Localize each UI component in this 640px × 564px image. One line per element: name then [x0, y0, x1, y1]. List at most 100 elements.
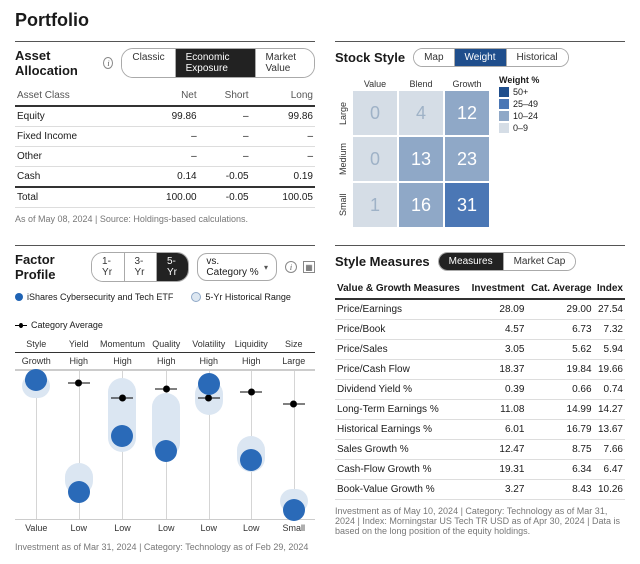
style-measures-tabs: MeasuresMarket Cap: [438, 252, 577, 271]
tab-1-yr[interactable]: 1-Yr: [92, 253, 124, 281]
factor-bottom-label: Low: [57, 520, 100, 536]
style-cell: 23: [445, 137, 489, 181]
table-row: Historical Earnings %6.0116.7913.67: [335, 420, 625, 440]
style-box-grid: ValueBlendGrowthLarge0412Medium01323Smal…: [335, 75, 489, 227]
info-icon[interactable]: i: [103, 57, 113, 69]
table-row: Cash-Flow Growth %19.316.346.47: [335, 460, 625, 480]
table-row: Equity99.86–99.86: [15, 106, 315, 127]
table-row: Sales Growth %12.478.757.66: [335, 440, 625, 460]
grid-view-icon[interactable]: ▦: [303, 261, 315, 273]
style-row-header: Small: [335, 183, 351, 227]
table-row: Dividend Yield %0.390.660.74: [335, 380, 625, 400]
factor-top-label: Large: [273, 353, 315, 370]
legend-fund-icon: [15, 293, 23, 301]
factor-name: Liquidity: [230, 336, 273, 353]
tab-classic[interactable]: Classic: [122, 49, 175, 77]
legend-range-label: 5-Yr Historical Range: [205, 292, 291, 302]
factor-bottom-label: Low: [100, 520, 145, 536]
factor-name: Quality: [145, 336, 188, 353]
table-row: Fixed Income–––: [15, 127, 315, 147]
factor-top-label: Growth: [15, 353, 57, 370]
style-cell: 0: [353, 91, 397, 135]
tab-weight[interactable]: Weight: [455, 49, 507, 66]
legend-cat-label: Category Average: [31, 320, 103, 330]
stock-style-header: Stock Style MapWeightHistorical: [335, 41, 625, 67]
factor-name: Style: [15, 336, 57, 353]
tab-market-cap[interactable]: Market Cap: [504, 253, 576, 270]
tab-measures[interactable]: Measures: [439, 253, 504, 270]
style-col-header: Growth: [445, 75, 489, 89]
page-title: Portfolio: [15, 10, 625, 31]
style-measures-footnote: Investment as of May 10, 2024 | Category…: [335, 506, 625, 536]
factor-bottom-label: Low: [145, 520, 188, 536]
table-row: Cash0.14-0.050.19: [15, 167, 315, 188]
tab-5-yr[interactable]: 5-Yr: [157, 253, 188, 281]
factor-profile-chart: StyleYieldMomentumQualityVolatilityLiqui…: [15, 336, 315, 536]
table-row: Book-Value Growth %3.278.4310.26: [335, 480, 625, 500]
asset-allocation-tabs: ClassicEconomic ExposureMarket Value: [121, 48, 315, 78]
factor-track: [15, 370, 57, 520]
legend-cat-icon: [15, 323, 27, 328]
factor-track: [230, 370, 273, 520]
style-col-header: Value: [353, 75, 397, 89]
factor-track: [273, 370, 315, 520]
factor-track: [100, 370, 145, 520]
table-row: Price/Sales3.055.625.94: [335, 340, 625, 360]
style-measures-table: Value & Growth MeasuresInvestmentCat. Av…: [335, 279, 625, 500]
asset-allocation-header: Asset Allocation i ClassicEconomic Expos…: [15, 41, 315, 78]
style-cell: 4: [399, 91, 443, 135]
factor-track: [57, 370, 100, 520]
table-row: Other–––: [15, 147, 315, 167]
tab-3-yr[interactable]: 3-Yr: [125, 253, 157, 281]
factor-profile-header: Factor Profile 1-Yr3-Yr5-Yr vs. Category…: [15, 245, 315, 282]
stock-style-tabs: MapWeightHistorical: [413, 48, 569, 67]
factor-range-tabs: 1-Yr3-Yr5-Yr: [91, 252, 189, 282]
factor-top-label: High: [230, 353, 273, 370]
factor-name: Yield: [57, 336, 100, 353]
factor-bottom-label: Small: [273, 520, 315, 536]
factor-bottom-label: Value: [15, 520, 57, 536]
tab-historical[interactable]: Historical: [507, 49, 568, 66]
factor-profile-title: Factor Profile: [15, 252, 83, 282]
asset-allocation-footnote: As of May 08, 2024 | Source: Holdings-ba…: [15, 214, 315, 224]
stock-style-content: ValueBlendGrowthLarge0412Medium01323Smal…: [335, 75, 625, 227]
factor-name: Momentum: [100, 336, 145, 353]
factor-name: Size: [273, 336, 315, 353]
tab-market-value[interactable]: Market Value: [256, 49, 315, 77]
style-cell: 13: [399, 137, 443, 181]
tab-economic-exposure[interactable]: Economic Exposure: [176, 49, 256, 77]
table-row: Long-Term Earnings %11.0814.9914.27: [335, 400, 625, 420]
style-cell: 1: [353, 183, 397, 227]
style-cell: 0: [353, 137, 397, 181]
legend-item: 10–24: [499, 111, 539, 121]
factor-top-label: High: [57, 353, 100, 370]
legend-range-icon: [191, 292, 201, 302]
factor-bottom-label: Low: [188, 520, 231, 536]
table-row-total: Total100.00-0.05100.05: [15, 187, 315, 208]
style-row-header: Medium: [335, 137, 351, 181]
factor-top-label: High: [100, 353, 145, 370]
factor-footnote: Investment as of Mar 31, 2024 | Category…: [15, 542, 315, 552]
dropdown-label: vs. Category %: [206, 256, 260, 278]
style-cell: 31: [445, 183, 489, 227]
style-box-legend: Weight % 50+25–4910–240–9: [499, 75, 539, 227]
table-row: Price/Book4.576.737.32: [335, 320, 625, 340]
factor-bottom-label: Low: [230, 520, 273, 536]
factor-legend: iShares Cybersecurity and Tech ETF 5-Yr …: [15, 292, 315, 330]
style-measures-header: Style Measures MeasuresMarket Cap: [335, 245, 625, 271]
factor-compare-dropdown[interactable]: vs. Category % ▾: [197, 253, 277, 281]
factor-name: Volatility: [188, 336, 231, 353]
style-row-header: Large: [335, 91, 351, 135]
legend-fund-label: iShares Cybersecurity and Tech ETF: [27, 292, 173, 302]
asset-allocation-title: Asset Allocation: [15, 48, 95, 78]
legend-item: 25–49: [499, 99, 539, 109]
legend-item: 0–9: [499, 123, 539, 133]
factor-track: [188, 370, 231, 520]
legend-title: Weight %: [499, 75, 539, 85]
factor-track: [145, 370, 188, 520]
factor-top-label: High: [188, 353, 231, 370]
info-icon[interactable]: i: [285, 261, 297, 273]
style-col-header: Blend: [399, 75, 443, 89]
factor-top-label: High: [145, 353, 188, 370]
tab-map[interactable]: Map: [414, 49, 454, 66]
